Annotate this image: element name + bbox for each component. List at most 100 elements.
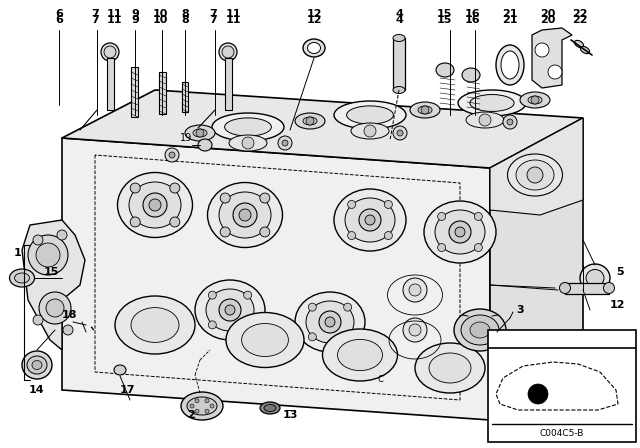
Circle shape	[209, 291, 216, 299]
Bar	[488, 330, 636, 442]
Circle shape	[365, 215, 375, 225]
Ellipse shape	[410, 102, 440, 118]
Circle shape	[36, 243, 60, 267]
Ellipse shape	[219, 192, 271, 238]
Text: 7: 7	[209, 15, 217, 25]
Ellipse shape	[32, 361, 42, 370]
Text: 9: 9	[131, 9, 139, 19]
Text: 5: 5	[616, 267, 624, 277]
Circle shape	[209, 321, 216, 329]
Circle shape	[63, 325, 73, 335]
Circle shape	[195, 409, 199, 413]
Circle shape	[438, 244, 445, 252]
Text: 11: 11	[225, 15, 241, 25]
Circle shape	[528, 384, 548, 404]
Polygon shape	[62, 138, 490, 420]
Circle shape	[205, 399, 209, 403]
Circle shape	[233, 203, 257, 227]
Circle shape	[242, 137, 254, 149]
Text: 8: 8	[181, 9, 189, 19]
Bar	[182, 82, 188, 112]
Text: 22: 22	[572, 9, 588, 19]
Bar	[225, 58, 232, 110]
Circle shape	[244, 321, 252, 329]
Ellipse shape	[436, 63, 454, 77]
Ellipse shape	[501, 51, 519, 79]
Text: 7: 7	[91, 9, 99, 19]
Circle shape	[149, 199, 161, 211]
Text: 20: 20	[540, 9, 556, 19]
Ellipse shape	[303, 117, 317, 125]
Text: 12: 12	[609, 300, 625, 310]
Ellipse shape	[520, 92, 550, 108]
Ellipse shape	[115, 296, 195, 354]
Circle shape	[409, 284, 421, 296]
Circle shape	[190, 404, 194, 408]
Ellipse shape	[260, 402, 280, 414]
Ellipse shape	[458, 90, 526, 116]
Ellipse shape	[295, 292, 365, 352]
Ellipse shape	[222, 46, 234, 58]
Ellipse shape	[303, 39, 325, 57]
Circle shape	[244, 291, 252, 299]
Ellipse shape	[22, 351, 52, 379]
Text: 10: 10	[152, 15, 168, 25]
Text: 10: 10	[152, 9, 168, 19]
Text: 2: 2	[187, 410, 195, 420]
Ellipse shape	[462, 68, 480, 82]
Ellipse shape	[580, 264, 610, 292]
Circle shape	[364, 125, 376, 137]
Circle shape	[165, 148, 179, 162]
Ellipse shape	[131, 308, 179, 342]
Text: 15: 15	[44, 267, 59, 277]
Polygon shape	[532, 28, 572, 88]
Ellipse shape	[229, 135, 267, 151]
Ellipse shape	[424, 201, 496, 263]
Text: 3: 3	[516, 305, 524, 315]
Circle shape	[260, 227, 270, 237]
Ellipse shape	[575, 40, 584, 47]
Ellipse shape	[104, 46, 116, 58]
Ellipse shape	[470, 95, 514, 112]
Text: 16: 16	[464, 9, 480, 19]
Circle shape	[308, 333, 316, 341]
Ellipse shape	[226, 313, 304, 367]
Text: 4: 4	[395, 9, 403, 19]
Ellipse shape	[295, 113, 325, 129]
Polygon shape	[496, 362, 618, 410]
Bar	[565, 283, 609, 294]
Circle shape	[57, 230, 67, 240]
Ellipse shape	[435, 210, 485, 254]
Polygon shape	[62, 90, 583, 168]
Circle shape	[220, 227, 230, 237]
Circle shape	[33, 315, 43, 325]
Circle shape	[260, 193, 270, 203]
Text: 6: 6	[55, 9, 63, 19]
Text: C: C	[377, 375, 383, 384]
Text: 11: 11	[106, 9, 122, 19]
Ellipse shape	[454, 309, 506, 351]
Text: 18: 18	[61, 310, 77, 320]
Circle shape	[143, 193, 167, 217]
Ellipse shape	[418, 106, 432, 114]
Text: 8: 8	[181, 15, 189, 25]
Circle shape	[507, 119, 513, 125]
Circle shape	[474, 212, 483, 220]
Circle shape	[33, 235, 43, 245]
Ellipse shape	[470, 322, 490, 338]
Circle shape	[170, 217, 180, 227]
Circle shape	[421, 106, 429, 114]
Circle shape	[195, 399, 199, 403]
Bar	[159, 72, 166, 114]
Circle shape	[409, 324, 421, 336]
Text: 20: 20	[540, 15, 556, 25]
Polygon shape	[490, 118, 583, 215]
Circle shape	[210, 404, 214, 408]
Text: 17: 17	[119, 385, 135, 395]
Circle shape	[130, 183, 140, 193]
Circle shape	[170, 183, 180, 193]
Circle shape	[449, 221, 471, 243]
Ellipse shape	[461, 315, 499, 345]
Ellipse shape	[181, 392, 223, 420]
Circle shape	[319, 311, 341, 333]
